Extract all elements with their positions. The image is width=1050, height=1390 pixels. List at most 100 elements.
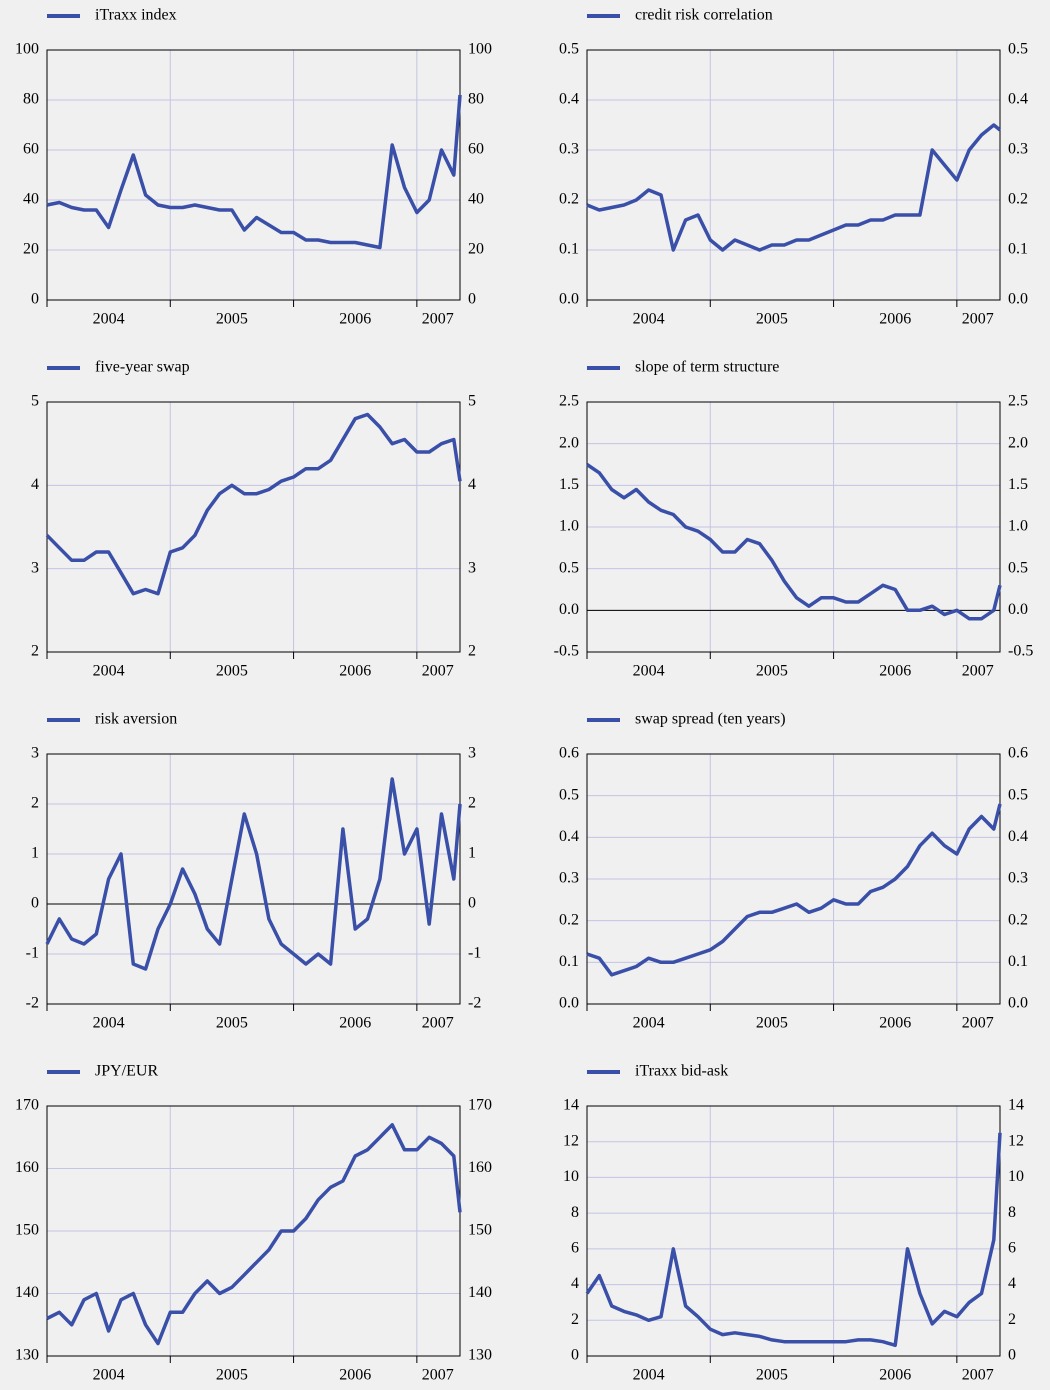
y-tick-label: 0.2	[559, 911, 579, 928]
x-tick-label: 2004	[633, 1015, 665, 1032]
y2-tick-label: 130	[468, 1347, 492, 1364]
x-tick-label: 2006	[339, 1367, 371, 1384]
x-tick-label: 2007	[422, 311, 454, 328]
y2-tick-label: 0.5	[1008, 41, 1028, 58]
plot-frame	[586, 401, 1001, 653]
y2-tick-label: 2	[468, 795, 476, 812]
y2-tick-label: -2	[468, 995, 481, 1012]
y2-tick-label: 12	[1008, 1132, 1024, 1149]
legend-label: iTraxx bid-ask	[635, 1063, 728, 1080]
x-tick-label: 2005	[756, 311, 788, 328]
x-tick-label: 2004	[93, 1367, 125, 1384]
y2-tick-label: 60	[468, 141, 484, 158]
y-tick-label: 40	[23, 191, 39, 208]
y-tick-label: 0.5	[559, 786, 579, 803]
x-tick-label: 2004	[633, 1367, 665, 1384]
y-tick-label: 3	[31, 559, 39, 576]
y2-tick-label: 0.4	[1008, 828, 1028, 845]
y2-tick-label: 160	[468, 1159, 492, 1176]
y2-tick-label: 6	[1008, 1240, 1016, 1257]
y2-tick-label: 0	[468, 895, 476, 912]
y2-tick-label: 1.5	[1008, 476, 1028, 493]
y2-tick-label: 0.6	[1008, 745, 1028, 762]
legend-label: JPY/EUR	[95, 1063, 158, 1080]
legend-label: swap spread (ten years)	[635, 711, 786, 728]
x-tick-label: 2004	[93, 663, 125, 680]
y2-tick-label: 4	[468, 476, 476, 493]
y2-tick-label: 0.1	[1008, 241, 1028, 258]
y-tick-label: 0.0	[559, 291, 579, 308]
x-tick-label: 2005	[756, 663, 788, 680]
y-tick-label: 0.3	[559, 141, 579, 158]
x-tick-label: 2007	[422, 663, 454, 680]
y-tick-label: 2	[571, 1311, 579, 1328]
legend-label: slope of term structure	[635, 359, 779, 376]
x-tick-label: 2007	[422, 1367, 454, 1384]
x-tick-label: 2006	[879, 1367, 911, 1384]
plot-frame	[586, 753, 1001, 1005]
data-line	[45, 412, 462, 596]
y2-tick-label: 0.1	[1008, 953, 1028, 970]
y-tick-label: 0.0	[559, 601, 579, 618]
y2-tick-label: 10	[1008, 1168, 1024, 1185]
plot-frame	[46, 49, 461, 301]
data-line	[46, 94, 462, 250]
data-line	[585, 1132, 1002, 1348]
y2-tick-label: 40	[468, 191, 484, 208]
y2-tick-label: 0.4	[1008, 91, 1028, 108]
x-tick-label: 2006	[339, 663, 371, 680]
y-tick-label: 20	[23, 241, 39, 258]
y-tick-label: 0.5	[559, 559, 579, 576]
y2-tick-label: 2	[1008, 1311, 1016, 1328]
y2-tick-label: 8	[1008, 1204, 1016, 1221]
y2-tick-label: 0	[1008, 1347, 1016, 1364]
y2-tick-label: 2.0	[1008, 434, 1028, 451]
x-tick-label: 2005	[216, 1015, 248, 1032]
x-tick-label: 2006	[879, 663, 911, 680]
y-tick-label: -2	[26, 995, 39, 1012]
x-tick-label: 2006	[339, 1015, 371, 1032]
legend-label: five-year swap	[95, 359, 190, 376]
data-line	[46, 1123, 462, 1346]
y-tick-label: 1	[31, 845, 39, 862]
y-tick-label: -0.5	[554, 643, 579, 660]
y2-tick-label: 140	[468, 1284, 492, 1301]
y2-tick-label: 170	[468, 1097, 492, 1114]
data-line	[586, 123, 1002, 252]
y-tick-label: 5	[31, 393, 39, 410]
y-tick-label: 12	[563, 1132, 579, 1149]
y2-tick-label: 0.2	[1008, 911, 1028, 928]
x-tick-label: 2005	[216, 311, 248, 328]
x-tick-label: 2007	[422, 1015, 454, 1032]
x-tick-label: 2005	[756, 1367, 788, 1384]
y2-tick-label: 0	[468, 291, 476, 308]
y2-tick-label: 0.0	[1008, 995, 1028, 1012]
y-tick-label: 140	[15, 1284, 39, 1301]
y-tick-label: 0.2	[559, 191, 579, 208]
y-tick-label: 1.0	[559, 518, 579, 535]
y2-tick-label: -1	[468, 945, 481, 962]
y-tick-label: 0.4	[559, 91, 579, 108]
y-tick-label: 150	[15, 1222, 39, 1239]
y-tick-label: -1	[26, 945, 39, 962]
y-tick-label: 60	[23, 141, 39, 158]
y2-tick-label: -0.5	[1008, 643, 1033, 660]
x-tick-label: 2007	[962, 663, 994, 680]
y2-tick-label: 150	[468, 1222, 492, 1239]
y2-tick-label: 80	[468, 91, 484, 108]
data-line	[586, 463, 1002, 621]
y2-tick-label: 3	[468, 559, 476, 576]
y2-tick-label: 0.5	[1008, 786, 1028, 803]
y2-tick-label: 100	[468, 41, 492, 58]
data-line	[586, 803, 1002, 977]
y-tick-label: 0.1	[559, 953, 579, 970]
y2-tick-label: 1	[468, 845, 476, 862]
y2-tick-label: 0.3	[1008, 141, 1028, 158]
y-tick-label: 100	[15, 41, 39, 58]
legend-label: iTraxx index	[95, 7, 177, 24]
legend-label: risk aversion	[95, 711, 177, 728]
y2-tick-label: 14	[1008, 1097, 1024, 1114]
y-tick-label: 0.0	[559, 995, 579, 1012]
plot-frame	[586, 1105, 1001, 1357]
